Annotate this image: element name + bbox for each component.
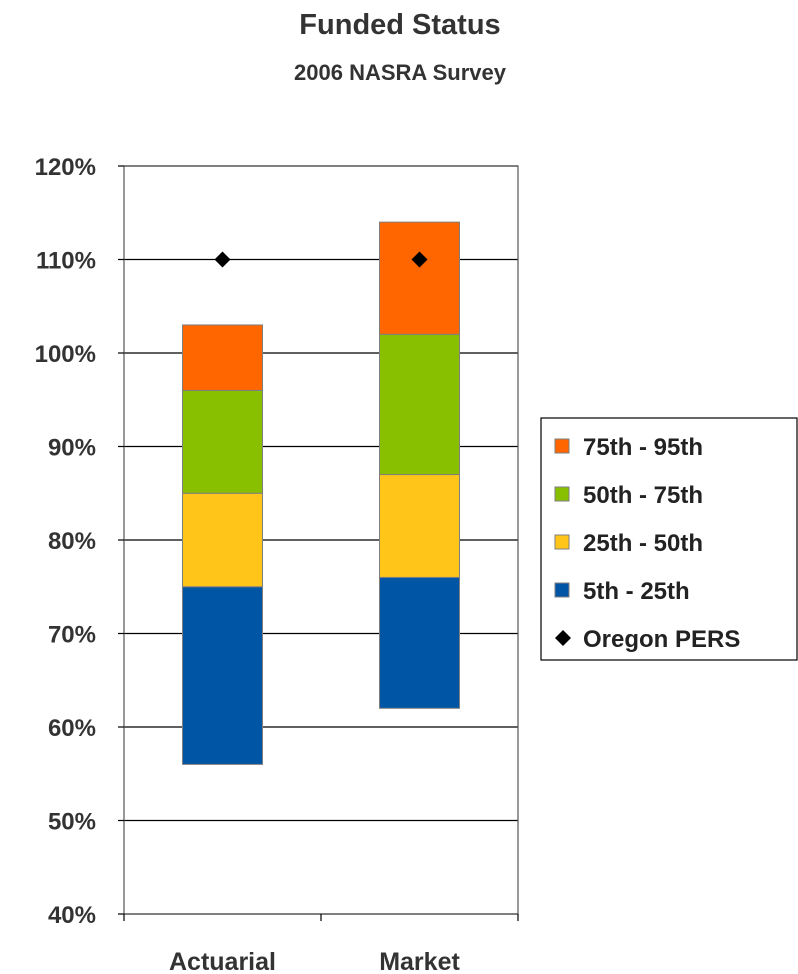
y-tick-label: 40% [48,902,96,929]
oregon-pers-marker [214,251,231,268]
chart-title: Funded Status [299,9,500,41]
legend-label: Oregon PERS [583,626,740,653]
legend-label: 25th - 50th [583,530,703,557]
bar-segment [379,474,460,578]
y-tick-labels: 40% 50% 60% 70% 80% 90% 100% 110% 120% [35,154,96,929]
y-tick-label: 120% [35,154,96,181]
y-tick-label: 50% [48,809,96,836]
legend-swatch [554,534,570,550]
category-label: Market [379,948,460,974]
bar-segment [182,586,263,765]
bar-segment [379,576,460,709]
oregon-pers-markers [214,251,428,268]
bar-segment [182,324,263,391]
legend-box [540,417,798,661]
chart-subtitle: 2006 NASRA Survey [294,60,507,85]
legend: 75th - 95th 50th - 75th 25th - 50th 5th - 2… [540,417,798,661]
legend-swatch [554,438,570,454]
y-tick-label: 70% [48,622,96,649]
bar-segments [182,221,460,765]
bar-segment [182,492,263,588]
legend-swatch [554,582,570,598]
y-tick-label: 80% [48,528,96,555]
y-tick-label: 90% [48,435,96,462]
legend-label: 75th - 95th [583,434,703,461]
y-tick-label: 100% [35,341,96,368]
axes [118,165,519,921]
oregon-pers-marker [411,251,428,268]
bar-segment [182,389,263,494]
category-label: Actuarial [169,948,276,974]
legend-label: 5th - 25th [583,578,690,605]
bar-segment [379,333,460,476]
y-tick-label: 60% [48,715,96,742]
legend-label: 50th - 75th [583,482,703,509]
category-labels: Actuarial Market [169,948,460,974]
legend-marker [555,630,571,646]
bar-segment [379,221,460,335]
legend-swatch [554,486,570,502]
y-tick-label: 110% [36,248,96,275]
